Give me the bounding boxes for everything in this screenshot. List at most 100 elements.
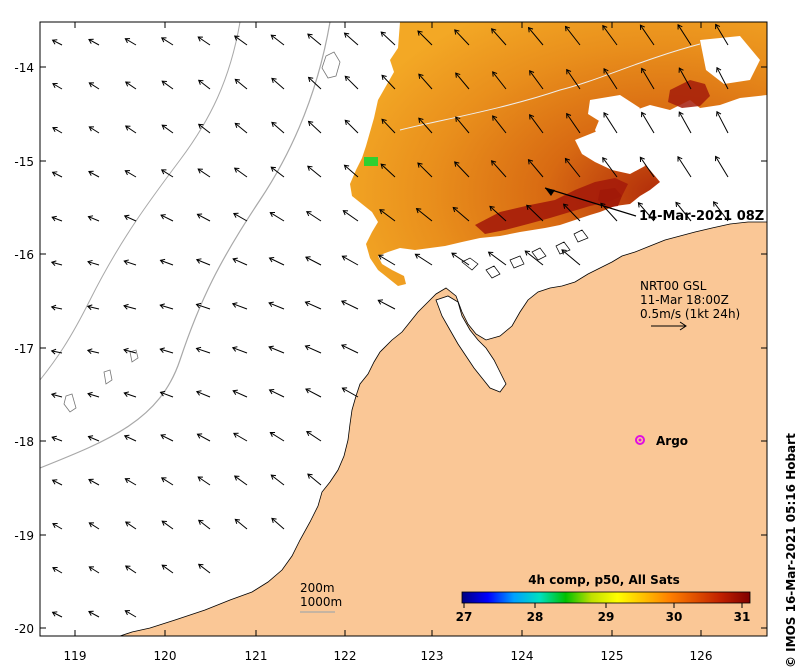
current-time: 11-Mar 18:00Z: [640, 293, 729, 307]
current-vector-head: [161, 520, 167, 526]
current-vector: [125, 565, 137, 574]
island-group: [461, 229, 589, 279]
current-title: NRT00 GSL: [640, 279, 707, 293]
lat-tick-minus15: -15: [14, 155, 34, 169]
current-vector-head: [639, 24, 645, 30]
current-vector-head: [51, 215, 57, 222]
current-vector-head: [305, 211, 312, 217]
current-vector-head: [341, 255, 348, 261]
current-vector: [160, 348, 174, 354]
current-vector-head: [451, 252, 457, 258]
current-vector-head: [489, 205, 495, 212]
current-vector: [125, 170, 137, 178]
current-vector: [677, 156, 692, 178]
current-vector-head: [639, 156, 645, 163]
current-vector-head: [271, 77, 277, 84]
current-vector: [52, 83, 63, 90]
current-vector-head: [304, 300, 311, 307]
current-vector-head: [159, 258, 166, 265]
current-vector-head: [124, 170, 131, 176]
current-vector: [566, 69, 581, 90]
current-vector-head: [197, 519, 204, 525]
current-vector-head: [123, 214, 130, 221]
current-vector: [271, 517, 285, 530]
current-vector: [306, 211, 322, 222]
current-vector: [379, 209, 396, 222]
date-marker-line: [544, 187, 637, 217]
current-vector-head: [716, 110, 722, 117]
argo-label: Argo: [656, 434, 688, 448]
current-vector: [677, 24, 692, 46]
current-vector-head: [51, 611, 58, 617]
current-vector: [161, 520, 174, 530]
current-vector: [344, 119, 359, 134]
current-vector: [124, 435, 137, 442]
current-vector-head: [197, 168, 203, 174]
colorbar-title: 4h comp, p50, All Sats: [528, 573, 680, 587]
current-vector-head: [50, 304, 57, 311]
king-sound: [435, 295, 507, 393]
current-vector-head: [487, 251, 494, 257]
current-vector: [641, 112, 655, 134]
current-vector: [89, 82, 100, 90]
current-vector: [343, 210, 359, 222]
current-vector: [381, 74, 396, 90]
current-vector-head: [527, 158, 534, 165]
current-vector: [196, 303, 211, 310]
current-vector-head: [305, 256, 311, 262]
lon-tick-122: 122: [334, 649, 357, 663]
current-vector-head: [307, 473, 313, 479]
current-vector-head: [231, 302, 238, 308]
current-vector: [87, 393, 100, 398]
current-vector-head: [602, 24, 608, 31]
lat-tick-minus16: -16: [14, 248, 34, 262]
current-vector-head: [52, 83, 58, 89]
current-vector: [88, 171, 100, 178]
current-vector-head: [712, 201, 719, 207]
current-vector-head: [51, 39, 58, 45]
current-vector: [197, 168, 211, 178]
current-vector-head: [124, 125, 131, 131]
current-vector-head: [52, 567, 58, 573]
current-vector-head: [196, 213, 203, 219]
current-vectors: [50, 23, 729, 618]
current-vector: [125, 610, 137, 618]
current-vector-head: [380, 163, 386, 169]
current-vector-head: [161, 80, 167, 86]
current-vector: [640, 24, 655, 46]
current-vector-head: [52, 523, 58, 529]
current-vector: [89, 126, 100, 134]
current-vector-head: [492, 71, 498, 77]
current-vector: [52, 127, 63, 134]
current-vector: [51, 393, 63, 398]
current-vector-head: [197, 476, 203, 482]
current-vector: [234, 167, 248, 178]
date-marker-arrowhead: [545, 188, 555, 196]
current-vector: [492, 71, 507, 90]
current-vector: [715, 24, 729, 46]
sst-patch: [350, 22, 767, 286]
current-vector-head: [123, 259, 129, 266]
current-vector-head: [233, 212, 239, 218]
sst-hot-spot-ne: [668, 80, 710, 108]
current-vector-head: [195, 390, 202, 396]
current-vector-head: [268, 301, 274, 308]
lat-tick-minus20: -20: [14, 622, 34, 636]
current-vector: [198, 563, 211, 574]
current-vector-head: [88, 478, 94, 484]
current-vector-head: [86, 304, 93, 311]
current-vector: [234, 122, 248, 134]
current-vector: [602, 157, 618, 178]
current-vector-head: [233, 35, 240, 41]
current-vector-head: [455, 116, 461, 122]
current-vector: [491, 160, 507, 178]
current-vector: [603, 68, 618, 90]
current-vector: [678, 67, 692, 90]
current-vector-head: [418, 117, 424, 123]
current-vector: [88, 436, 100, 442]
lon-tick-119: 119: [64, 649, 87, 663]
current-vector: [492, 115, 507, 134]
current-vector: [232, 347, 248, 354]
current-vector-head: [234, 78, 241, 84]
current-vector: [124, 260, 137, 266]
